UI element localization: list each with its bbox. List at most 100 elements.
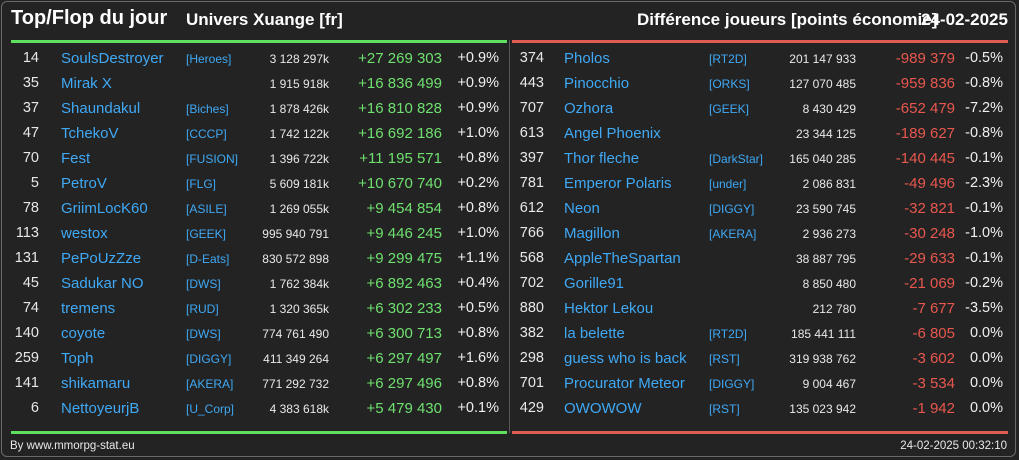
player-name-link[interactable]: OWOWOW: [564, 400, 642, 417]
player-rank: 382: [519, 325, 544, 341]
percent-change: 0.0%: [969, 400, 1003, 416]
alliance-tag-link[interactable]: [DIGGY]: [709, 202, 755, 216]
player-rank: 707: [519, 100, 544, 116]
player-rank: 6: [30, 400, 39, 416]
alliance-tag-link[interactable]: [under]: [709, 177, 747, 191]
player-name-link[interactable]: westox: [61, 225, 108, 242]
player-points: 185 441 111: [791, 327, 856, 341]
alliance-tag-link[interactable]: [Heroes]: [186, 52, 232, 66]
flop-row: 766 Magillon [AKERA] 2 936 273 -30 248 -1.0%: [510, 222, 1019, 247]
alliance-tag-link[interactable]: [DarkStar]: [709, 152, 764, 166]
player-points: 411 349 264: [263, 352, 329, 366]
alliance-tag-link[interactable]: [RT2D]: [709, 327, 747, 341]
player-name-link[interactable]: Thor fleche: [564, 150, 640, 167]
player-name-link[interactable]: TchekoV: [61, 125, 119, 142]
alliance-tag-link[interactable]: [DWS]: [186, 277, 221, 291]
percent-change: -3.5%: [965, 300, 1003, 316]
player-points: 8 850 480: [802, 277, 856, 291]
alliance-tag-link[interactable]: [AKERA]: [186, 377, 234, 391]
points-difference: +5 479 430: [366, 400, 443, 417]
universe-label: Univers Xuange [fr]: [186, 10, 343, 29]
player-name-link[interactable]: Procurator Meteor: [564, 375, 685, 392]
percent-change: +0.9%: [457, 50, 499, 66]
player-name-link[interactable]: SoulsDestroyer: [61, 50, 164, 67]
percent-change: -0.1%: [965, 250, 1003, 266]
player-rank: 374: [519, 50, 544, 66]
alliance-tag-link[interactable]: [GEEK]: [186, 227, 227, 241]
player-rank: 47: [22, 125, 39, 141]
alliance-tag-link[interactable]: [Biches]: [186, 102, 229, 116]
alliance-tag-link[interactable]: [RT2D]: [709, 52, 747, 66]
alliance-tag-link[interactable]: [D-Eats]: [186, 252, 230, 266]
player-name-link[interactable]: Fest: [61, 150, 91, 167]
player-points: 1 762 384k: [269, 277, 329, 291]
alliance-tag-link[interactable]: [CCCP]: [186, 127, 227, 141]
alliance-tag-link[interactable]: [U_Corp]: [186, 402, 235, 416]
player-name-link[interactable]: guess who is back: [564, 350, 687, 367]
points-difference: -49 496: [904, 175, 955, 192]
player-name-link[interactable]: Mirak X: [61, 75, 112, 92]
alliance-tag-link[interactable]: [ORKS]: [709, 77, 750, 91]
flop-footer-bar: [512, 431, 1008, 434]
alliance-tag-link[interactable]: [DIGGY]: [709, 377, 755, 391]
alliance-tag-link[interactable]: [DIGGY]: [186, 352, 232, 366]
alliance-tag-link[interactable]: [DWS]: [186, 327, 221, 341]
alliance-tag-link[interactable]: [RST]: [709, 402, 740, 416]
player-points: 1 320 365k: [269, 302, 329, 316]
player-points: 771 292 732: [262, 377, 329, 391]
player-name-link[interactable]: Emperor Polaris: [564, 175, 672, 192]
player-rank: 702: [519, 275, 544, 291]
percent-change: +0.8%: [457, 200, 499, 216]
top-row: 140 coyote [DWS] 774 761 490 +6 300 713 +0.8%: [0, 322, 509, 347]
percent-change: 0.0%: [969, 375, 1003, 391]
flop-row: 397 Thor fleche [DarkStar] 165 040 285 -140 …: [510, 147, 1019, 172]
flop-row: 707 Ozhora [GEEK] 8 430 429 -652 479 -7.2%: [510, 97, 1019, 122]
alliance-tag-link[interactable]: [FUSION]: [186, 152, 239, 166]
player-name-link[interactable]: Shaundakul: [61, 100, 141, 117]
flop-row: 443 Pinocchio [ORKS] 127 070 485 -959 836 -0.…: [510, 72, 1019, 97]
player-name-link[interactable]: AppleTheSpartan: [564, 250, 681, 267]
alliance-tag-link[interactable]: [AKERA]: [709, 227, 757, 241]
flop-row: 382 la belette [RT2D] 185 441 111 -6 805 0.0%: [510, 322, 1019, 347]
player-points: 212 780: [812, 302, 856, 316]
player-points: 23 344 125: [795, 127, 856, 141]
player-name-link[interactable]: Neon: [564, 200, 600, 217]
percent-change: +0.8%: [457, 325, 499, 341]
player-name-link[interactable]: la belette: [564, 325, 625, 342]
player-points: 201 147 933: [789, 52, 856, 66]
player-name-link[interactable]: Toph: [61, 350, 94, 367]
player-points: 8 430 429: [802, 102, 856, 116]
player-name-link[interactable]: shikamaru: [61, 375, 131, 392]
percent-change: +0.1%: [457, 400, 499, 416]
points-difference: -1 942: [912, 400, 955, 417]
top-row: 47 TchekoV [CCCP] 1 742 122k +16 692 186 +1.0…: [0, 122, 509, 147]
player-name-link[interactable]: Ozhora: [564, 100, 614, 117]
player-points: 23 590 745: [795, 202, 856, 216]
player-name-link[interactable]: Gorille91: [564, 275, 625, 292]
player-name-link[interactable]: Magillon: [564, 225, 620, 242]
player-name-link[interactable]: Sadukar NO: [61, 275, 144, 292]
player-name-link[interactable]: Hektor Lekou: [564, 300, 654, 317]
player-name-link[interactable]: PePoUzZze: [61, 250, 142, 267]
player-rank: 429: [519, 400, 544, 416]
player-name-link[interactable]: Angel Phoenix: [564, 125, 661, 142]
credit-text: By www.mmorpg-stat.eu: [10, 440, 135, 452]
player-name-link[interactable]: Pholos: [564, 50, 610, 67]
player-rank: 131: [14, 250, 39, 266]
alliance-tag-link[interactable]: [FLG]: [186, 177, 217, 191]
player-points: 135 023 942: [789, 402, 856, 416]
percent-change: 0.0%: [969, 325, 1003, 341]
player-name-link[interactable]: PetroV: [61, 175, 107, 192]
player-name-link[interactable]: GriimLocK60: [61, 200, 148, 217]
player-name-link[interactable]: coyote: [61, 325, 106, 342]
alliance-tag-link[interactable]: [ASILE]: [186, 202, 227, 216]
alliance-tag-link[interactable]: [GEEK]: [709, 102, 750, 116]
player-points: 3 128 297k: [269, 52, 329, 66]
player-name-link[interactable]: tremens: [61, 300, 116, 317]
player-name-link[interactable]: Pinocchio: [564, 75, 630, 92]
player-points: 127 070 485: [789, 77, 856, 91]
alliance-tag-link[interactable]: [RST]: [709, 352, 740, 366]
alliance-tag-link[interactable]: [RUD]: [186, 302, 219, 316]
player-name-link[interactable]: NettoyeurjB: [61, 400, 140, 417]
